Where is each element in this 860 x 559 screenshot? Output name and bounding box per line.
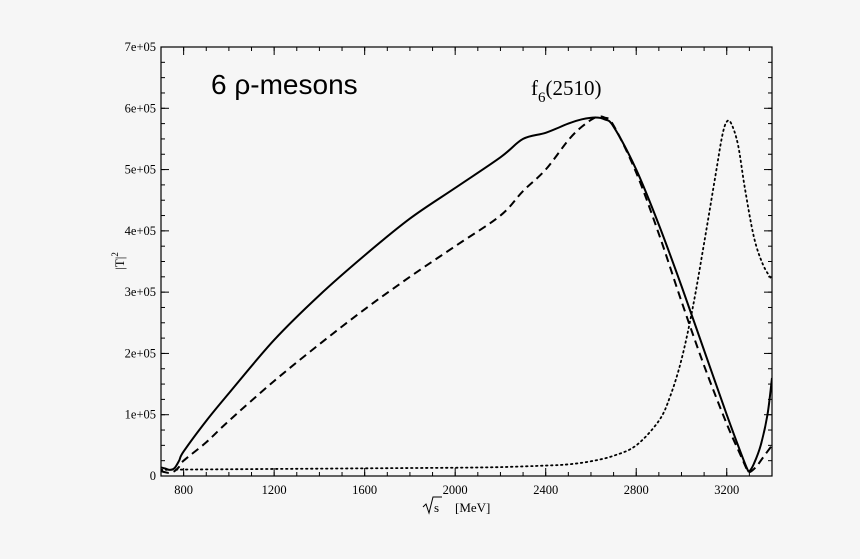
series-solid-line — [161, 116, 772, 473]
x-tick-label: 1600 — [352, 483, 377, 497]
axis-ticks — [160, 46, 773, 477]
x-axis-label: s [MeV] — [422, 496, 490, 515]
y-tick-label: 6e+05 — [125, 101, 156, 115]
peak-label: f6(2510) — [531, 76, 602, 106]
svg-text:s: s — [434, 500, 439, 515]
y-tick-label: 7e+05 — [125, 40, 156, 54]
x-tick-label: 2800 — [624, 483, 649, 497]
svg-text:[MeV]: [MeV] — [455, 500, 490, 515]
sqrt-symbol-icon — [422, 496, 442, 515]
series-dashed-line — [161, 115, 772, 474]
x-tick-label: 2000 — [443, 483, 468, 497]
x-tick-label: 2400 — [533, 483, 558, 497]
panel-label: 6 ρ-mesons — [211, 69, 358, 100]
y-tick-label: 4e+05 — [125, 224, 156, 238]
y-tick-label: 1e+05 — [125, 408, 156, 422]
x-tick-label: 800 — [174, 483, 193, 497]
y-axis-label: |T|2 — [110, 252, 127, 270]
x-tick-label: 1200 — [262, 483, 287, 497]
x-tick-label: 3200 — [714, 483, 739, 497]
plot-frame — [160, 46, 773, 477]
series-dotted-line — [161, 119, 772, 471]
y-tick-label: 2e+05 — [125, 346, 156, 360]
y-tick-label: 0 — [150, 469, 156, 483]
tick-labels: 800 1200 1600 2000 2400 2800 3200 0 1e+05 2e+05 3e… — [125, 40, 740, 497]
y-tick-label: 3e+05 — [125, 285, 156, 299]
y-tick-label: 5e+05 — [125, 163, 156, 177]
